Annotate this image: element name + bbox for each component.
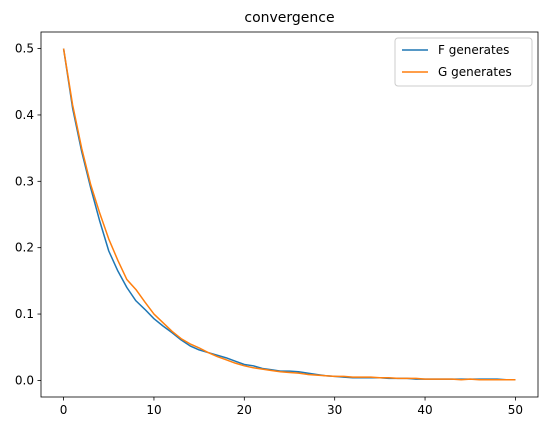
y-tick-label: 0.0 (15, 373, 34, 387)
x-tick-label: 10 (146, 403, 161, 417)
y-tick-label: 0.3 (15, 174, 34, 188)
x-tick-label: 0 (60, 403, 68, 417)
legend-label: G generates (438, 65, 512, 79)
series-line-g-generates (62, 48, 516, 381)
y-tick-label: 0.4 (15, 108, 34, 122)
x-tick-label: 20 (237, 403, 252, 417)
y-tick-label: 0.5 (15, 42, 34, 56)
legend-label: F generates (438, 43, 509, 57)
x-tick-label: 30 (327, 403, 342, 417)
x-tick-label: 40 (417, 403, 432, 417)
y-tick-label: 0.2 (15, 241, 34, 255)
plot-area (40, 31, 539, 398)
x-axis: 0 10 20 30 40 50 (60, 397, 523, 417)
legend-box (394, 37, 533, 87)
y-tick-label: 0.1 (15, 307, 34, 321)
chart-title: convergence (244, 10, 334, 26)
x-tick-label: 50 (508, 403, 523, 417)
y-axis: 0.0 0.1 0.2 0.3 0.4 0.5 (15, 42, 41, 387)
legend: F generates G generates (394, 37, 533, 87)
plot-frame (40, 31, 539, 398)
